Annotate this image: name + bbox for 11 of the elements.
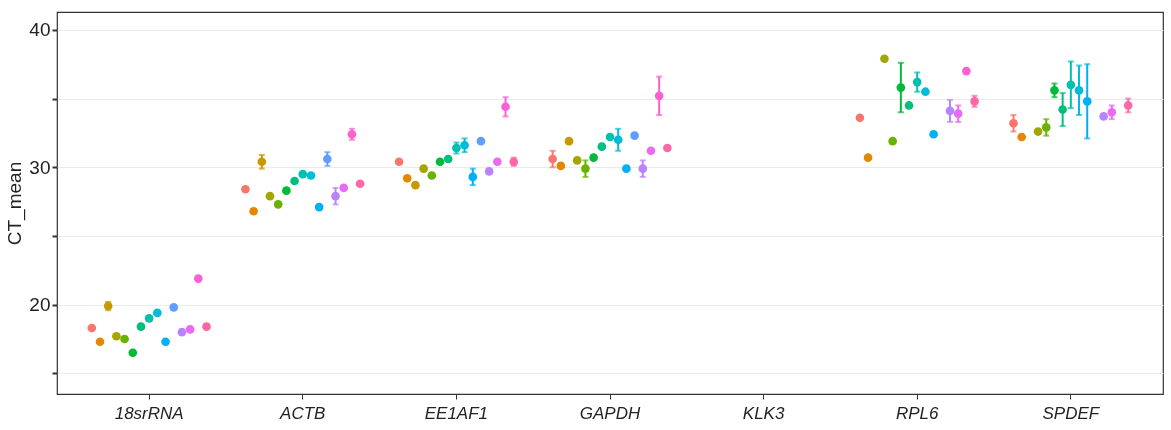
x-tick-label: EE1AF1 [424, 403, 489, 423]
x-tick-label: GAPDH [579, 403, 641, 423]
y-axis-title: CT_mean [4, 161, 27, 246]
x-tick-label: SPDEF [1042, 403, 1101, 423]
x-tick-label: KLK3 [742, 403, 785, 423]
y-tick-label: 40 [29, 19, 51, 41]
y-tick-label: 20 [29, 294, 51, 316]
y-tick-label: 30 [29, 156, 51, 178]
x-tick-label: RPL6 [895, 403, 940, 423]
x-tick-label: ACTB [279, 403, 326, 423]
x-tick-label: 18srRNA [114, 403, 184, 423]
